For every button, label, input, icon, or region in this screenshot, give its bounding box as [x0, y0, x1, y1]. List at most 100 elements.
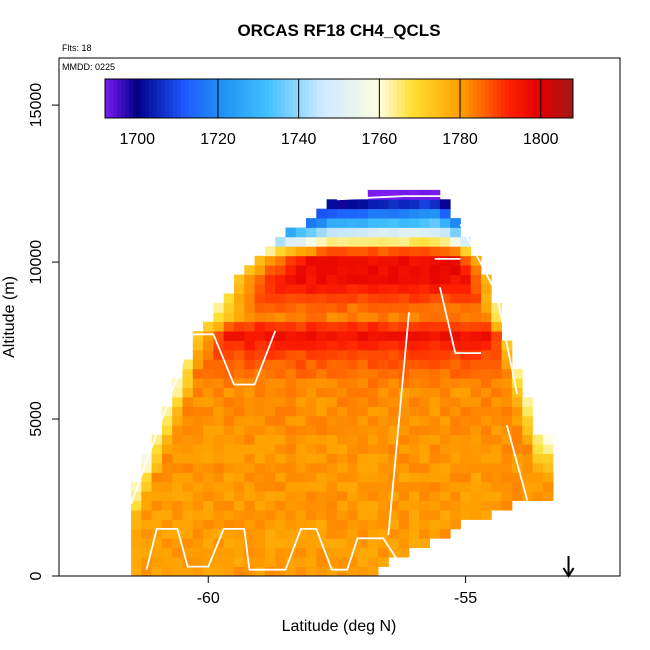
heatmap-cell: [295, 293, 307, 304]
heatmap-cell: [295, 312, 307, 323]
colorbar-swatch: [293, 79, 298, 118]
heatmap-cell: [203, 425, 214, 436]
heatmap-cell: [378, 284, 389, 294]
colorbar-swatch: [313, 79, 318, 118]
heatmap-cell: [378, 547, 389, 558]
x-axis: -60 -55: [197, 576, 477, 607]
heatmap-cell: [285, 312, 297, 323]
heatmap-cell: [532, 481, 544, 492]
heatmap-cell: [419, 444, 430, 454]
heatmap-cell: [398, 528, 410, 539]
heatmap-cell: [501, 397, 513, 407]
heatmap-cell: [398, 340, 410, 351]
heatmap-cell: [203, 444, 214, 454]
colorbar-swatch: [421, 79, 426, 118]
colorbar-swatch: [369, 79, 374, 118]
heatmap-cell: [264, 321, 276, 332]
heatmap-cell: [388, 331, 400, 341]
heatmap-cell: [398, 218, 410, 228]
heatmap-cell: [450, 472, 461, 483]
heatmap-cell: [347, 491, 358, 501]
heatmap-cell: [470, 406, 482, 417]
heatmap-cell: [336, 406, 348, 417]
heatmap-cell: [429, 312, 441, 323]
heatmap-cell: [182, 557, 194, 567]
heatmap-cell: [254, 491, 266, 501]
heatmap-cell: [439, 236, 451, 247]
heatmap-cell: [409, 538, 420, 549]
heatmap-cell: [542, 491, 554, 501]
heatmap-cell: [151, 528, 163, 539]
heatmap-cell: [388, 453, 400, 464]
heatmap-cell: [439, 434, 451, 445]
heatmap-cell: [347, 208, 358, 219]
heatmap-cell: [182, 510, 194, 520]
heatmap-cell: [295, 557, 307, 567]
heatmap-cell: [285, 406, 297, 417]
heatmap-cell: [347, 340, 358, 351]
heatmap-cell: [326, 350, 338, 360]
heatmap-cell: [141, 566, 152, 577]
heatmap-cell: [367, 510, 379, 520]
heatmap-cell: [470, 387, 482, 398]
heatmap-cell: [419, 255, 430, 266]
heatmap-cell: [275, 321, 286, 332]
heatmap-cell: [285, 236, 297, 247]
heatmap-cell: [234, 302, 245, 313]
heatmap-cell: [316, 208, 327, 219]
colorbar-tick-label: 1780: [442, 131, 478, 148]
heatmap-cell: [522, 481, 533, 492]
heatmap-cell: [450, 463, 461, 473]
heatmap-cell: [244, 557, 255, 567]
heatmap-cell: [347, 302, 358, 313]
heatmap-cell: [213, 359, 225, 370]
y-tick-label: 5000: [28, 401, 45, 437]
heatmap-cell: [326, 434, 338, 445]
heatmap-cell: [347, 284, 358, 294]
heatmap-cell: [141, 528, 152, 539]
heatmap-cell: [244, 368, 255, 379]
heatmap-cell: [429, 387, 441, 398]
heatmap-cell: [357, 312, 369, 323]
heatmap-cell: [347, 510, 358, 520]
heatmap-cell: [357, 274, 369, 285]
heatmap-cell: [511, 415, 523, 426]
heatmap-cell: [306, 368, 317, 379]
colorbar-swatch: [245, 79, 250, 118]
heatmap-cell: [192, 566, 204, 577]
heatmap-cell: [388, 189, 400, 200]
heatmap-cell: [439, 397, 451, 407]
heatmap-cell: [254, 472, 266, 483]
colorbar-swatch: [297, 79, 302, 118]
heatmap-cell: [151, 500, 163, 511]
colorbar-swatch: [149, 79, 154, 118]
heatmap-cell: [275, 519, 286, 530]
heatmap-cell: [254, 378, 266, 388]
heatmap-cell: [398, 274, 410, 285]
heatmap-cell: [347, 255, 358, 266]
heatmap-cell: [285, 293, 297, 304]
heatmap-cell: [357, 368, 369, 379]
heatmap-cell: [460, 463, 472, 473]
heatmap-cell: [367, 321, 379, 332]
heatmap-cell: [234, 331, 245, 341]
heatmap-cell: [357, 284, 369, 294]
colorbar-swatch: [137, 79, 142, 118]
heatmap-cell: [491, 434, 502, 445]
heatmap-cell: [295, 340, 307, 351]
heatmap-cell: [429, 500, 441, 511]
heatmap-cell: [316, 500, 327, 511]
heatmap-cell: [326, 500, 338, 511]
heatmap-cell: [367, 500, 379, 511]
heatmap-cell: [275, 510, 286, 520]
heatmap-cell: [254, 359, 266, 370]
heatmap-cell: [285, 481, 297, 492]
heatmap-cell: [429, 331, 441, 341]
heatmap-cell: [388, 406, 400, 417]
heatmap-cell: [419, 359, 430, 370]
heatmap-cell: [419, 340, 430, 351]
heatmap-cell: [316, 218, 327, 228]
colorbar-swatch: [553, 79, 558, 118]
heatmap-cell: [429, 208, 441, 219]
heatmap-cell: [347, 472, 358, 483]
